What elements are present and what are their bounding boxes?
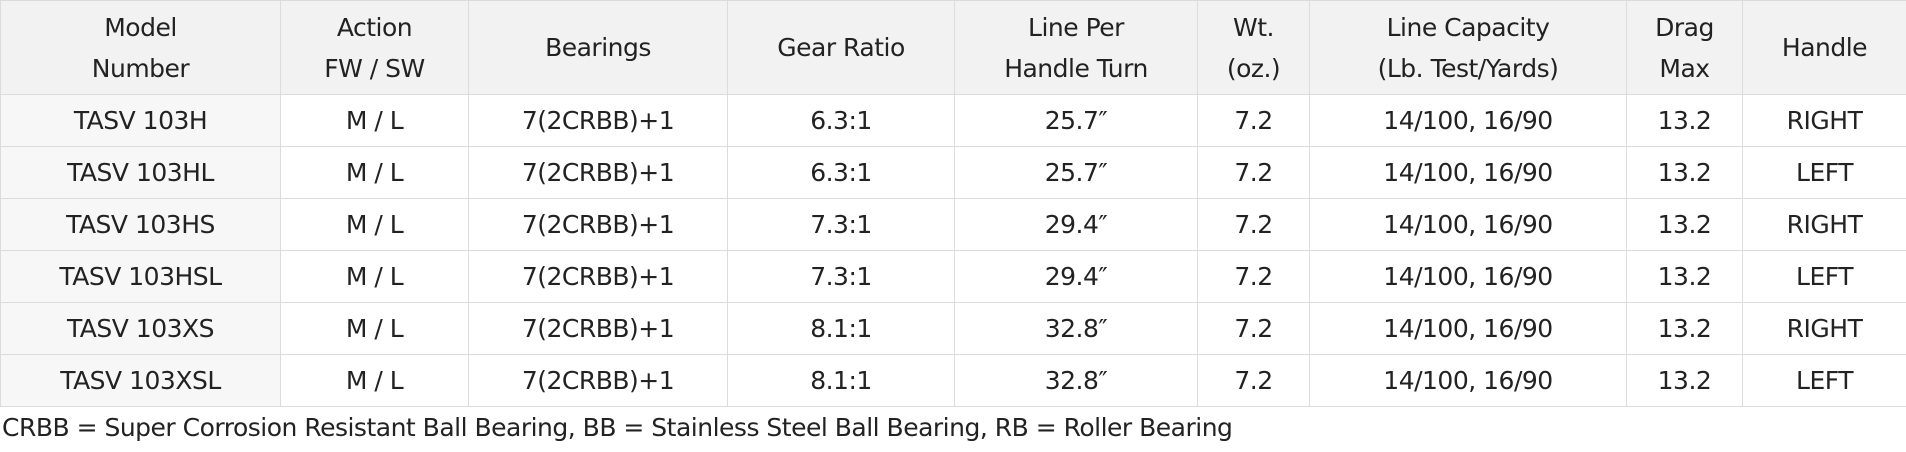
header-text: Drag: [1655, 12, 1714, 42]
table-cell: 13.2: [1626, 146, 1743, 199]
table-cell: 7.2: [1197, 250, 1310, 303]
header-cell: Line Capacity (Lb. Test/Yards): [1309, 0, 1627, 95]
header-cell: Gear Ratio: [727, 0, 955, 95]
table-cell: 7.2: [1197, 302, 1310, 355]
header-cell: Drag Max: [1626, 0, 1743, 95]
table-cell: 6.3:1: [727, 146, 955, 199]
table-cell: M / L: [280, 198, 469, 251]
header-text: Model: [104, 12, 177, 42]
table-row: TASV 103XSL M / L 7(2CRBB)+1 8.1:1 32.8″ 7.2 1…: [0, 354, 1906, 407]
table-row: TASV 103XS M / L 7(2CRBB)+1 8.1:1 32.8″ 7.2 14…: [0, 302, 1906, 355]
table-cell: 32.8″: [954, 302, 1198, 355]
table-cell: LEFT: [1742, 250, 1906, 303]
table-cell: 7(2CRBB)+1: [468, 94, 728, 147]
header-text: Line Capacity: [1386, 12, 1550, 42]
header-text: FW / SW: [324, 53, 425, 83]
table-cell: LEFT: [1742, 354, 1906, 407]
header-text: (Lb. Test/Yards): [1377, 53, 1559, 83]
table-cell: 6.3:1: [727, 94, 955, 147]
header-text: (oz.): [1226, 53, 1281, 83]
header-row: Model Number Action FW / SW Bearings Gear Rat…: [0, 0, 1906, 95]
table-cell: 13.2: [1626, 302, 1743, 355]
header-cell: Wt. (oz.): [1197, 0, 1310, 95]
table-cell: TASV 103H: [0, 94, 281, 147]
header-text: Handle Turn: [1004, 53, 1148, 83]
table-cell: 7.2: [1197, 146, 1310, 199]
table-cell: 7.2: [1197, 354, 1310, 407]
table-cell: TASV 103HL: [0, 146, 281, 199]
spec-table: Model Number Action FW / SW Bearings Gear Rat…: [0, 0, 1906, 407]
table-cell: M / L: [280, 94, 469, 147]
table-row: TASV 103H M / L 7(2CRBB)+1 6.3:1 25.7″ 7.2 14/…: [0, 94, 1906, 147]
table-cell: 7(2CRBB)+1: [468, 354, 728, 407]
header-text: Action: [336, 12, 413, 42]
table-cell: 8.1:1: [727, 354, 955, 407]
header-cell: Line Per Handle Turn: [954, 0, 1198, 95]
header-cell: Action FW / SW: [280, 0, 469, 95]
footnote: CRBB = Super Corrosion Resistant Ball Be…: [2, 413, 1233, 442]
table-cell: 13.2: [1626, 198, 1743, 251]
header-text: Bearings: [545, 33, 651, 62]
table-cell: 13.2: [1626, 250, 1743, 303]
table-cell: TASV 103HS: [0, 198, 281, 251]
table-cell: RIGHT: [1742, 198, 1906, 251]
table-cell: 14/100, 16/90: [1309, 302, 1627, 355]
table-cell: RIGHT: [1742, 302, 1906, 355]
table-cell: TASV 103XSL: [0, 354, 281, 407]
table-cell: 7(2CRBB)+1: [468, 250, 728, 303]
table-row: TASV 103HL M / L 7(2CRBB)+1 6.3:1 25.7″ 7.2 14…: [0, 146, 1906, 199]
header-cell: Handle: [1742, 0, 1906, 95]
table-cell: 8.1:1: [727, 302, 955, 355]
table-cell: TASV 103HSL: [0, 250, 281, 303]
table-cell: 7(2CRBB)+1: [468, 302, 728, 355]
header-text: Handle: [1781, 33, 1868, 62]
table-cell: 7(2CRBB)+1: [468, 198, 728, 251]
header-cell: Bearings: [468, 0, 728, 95]
table-cell: TASV 103XS: [0, 302, 281, 355]
table-cell: 32.8″: [954, 354, 1198, 407]
table-body: TASV 103H M / L 7(2CRBB)+1 6.3:1 25.7″ 7.2 14/…: [0, 94, 1906, 407]
table-cell: 7.2: [1197, 198, 1310, 251]
table-cell: M / L: [280, 302, 469, 355]
table-cell: 7(2CRBB)+1: [468, 146, 728, 199]
table-cell: LEFT: [1742, 146, 1906, 199]
table-cell: M / L: [280, 250, 469, 303]
table-cell: 13.2: [1626, 354, 1743, 407]
table-cell: M / L: [280, 354, 469, 407]
table-cell: 7.2: [1197, 94, 1310, 147]
table-cell: 14/100, 16/90: [1309, 198, 1627, 251]
table-cell: 14/100, 16/90: [1309, 94, 1627, 147]
table-cell: 29.4″: [954, 198, 1198, 251]
table-cell: 29.4″: [954, 250, 1198, 303]
table-row: TASV 103HS M / L 7(2CRBB)+1 7.3:1 29.4″ 7.2 14…: [0, 198, 1906, 251]
table-cell: 25.7″: [954, 146, 1198, 199]
table-row: TASV 103HSL M / L 7(2CRBB)+1 7.3:1 29.4″ 7.2 1…: [0, 250, 1906, 303]
table-cell: M / L: [280, 146, 469, 199]
table-cell: 14/100, 16/90: [1309, 146, 1627, 199]
table-cell: RIGHT: [1742, 94, 1906, 147]
table-cell: 7.3:1: [727, 250, 955, 303]
header-cell: Model Number: [0, 0, 281, 95]
table-cell: 14/100, 16/90: [1309, 354, 1627, 407]
table-cell: 13.2: [1626, 94, 1743, 147]
header-text: Gear Ratio: [777, 33, 905, 62]
table-cell: 7.3:1: [727, 198, 955, 251]
header-text: Line Per: [1028, 12, 1124, 42]
header-text: Number: [91, 53, 190, 83]
table-cell: 14/100, 16/90: [1309, 250, 1627, 303]
header-text: Max: [1659, 53, 1710, 83]
header-text: Wt.: [1233, 12, 1274, 42]
table-cell: 25.7″: [954, 94, 1198, 147]
